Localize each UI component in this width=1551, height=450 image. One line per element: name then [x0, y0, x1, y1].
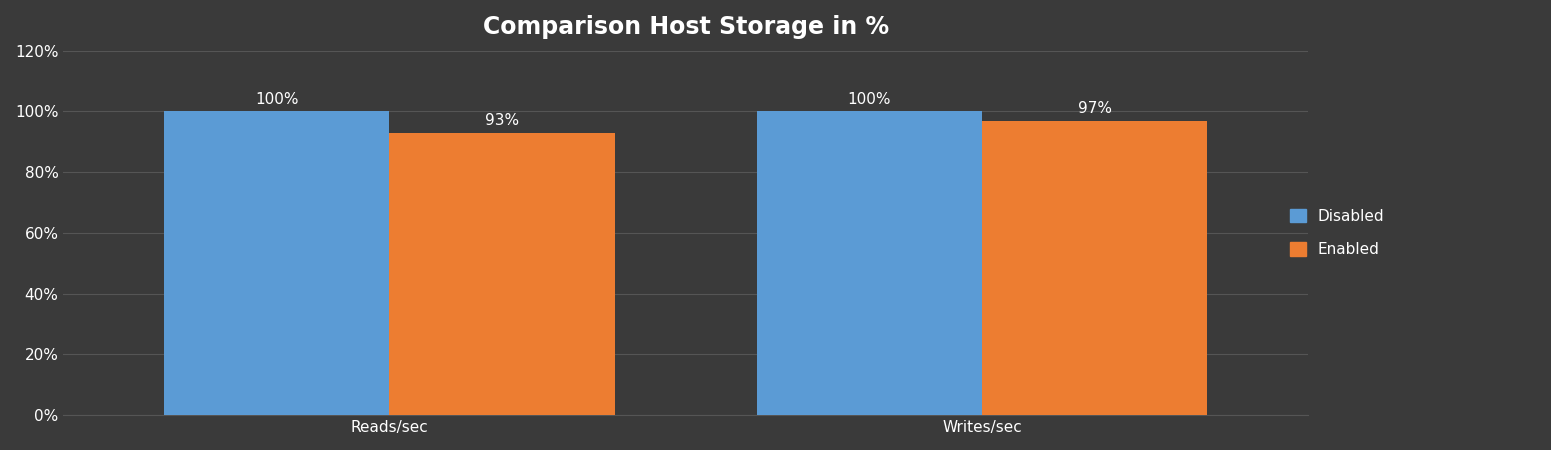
Text: 93%: 93%: [485, 113, 520, 128]
Text: 97%: 97%: [1078, 101, 1112, 116]
Text: 100%: 100%: [254, 92, 298, 107]
Legend: Disabled, Enabled: Disabled, Enabled: [1275, 194, 1401, 272]
Bar: [757, 112, 982, 415]
Text: 100%: 100%: [847, 92, 892, 107]
Bar: [389, 133, 614, 415]
Bar: [982, 121, 1207, 415]
Bar: [164, 112, 389, 415]
Title: Comparison Host Storage in %: Comparison Host Storage in %: [482, 15, 889, 39]
